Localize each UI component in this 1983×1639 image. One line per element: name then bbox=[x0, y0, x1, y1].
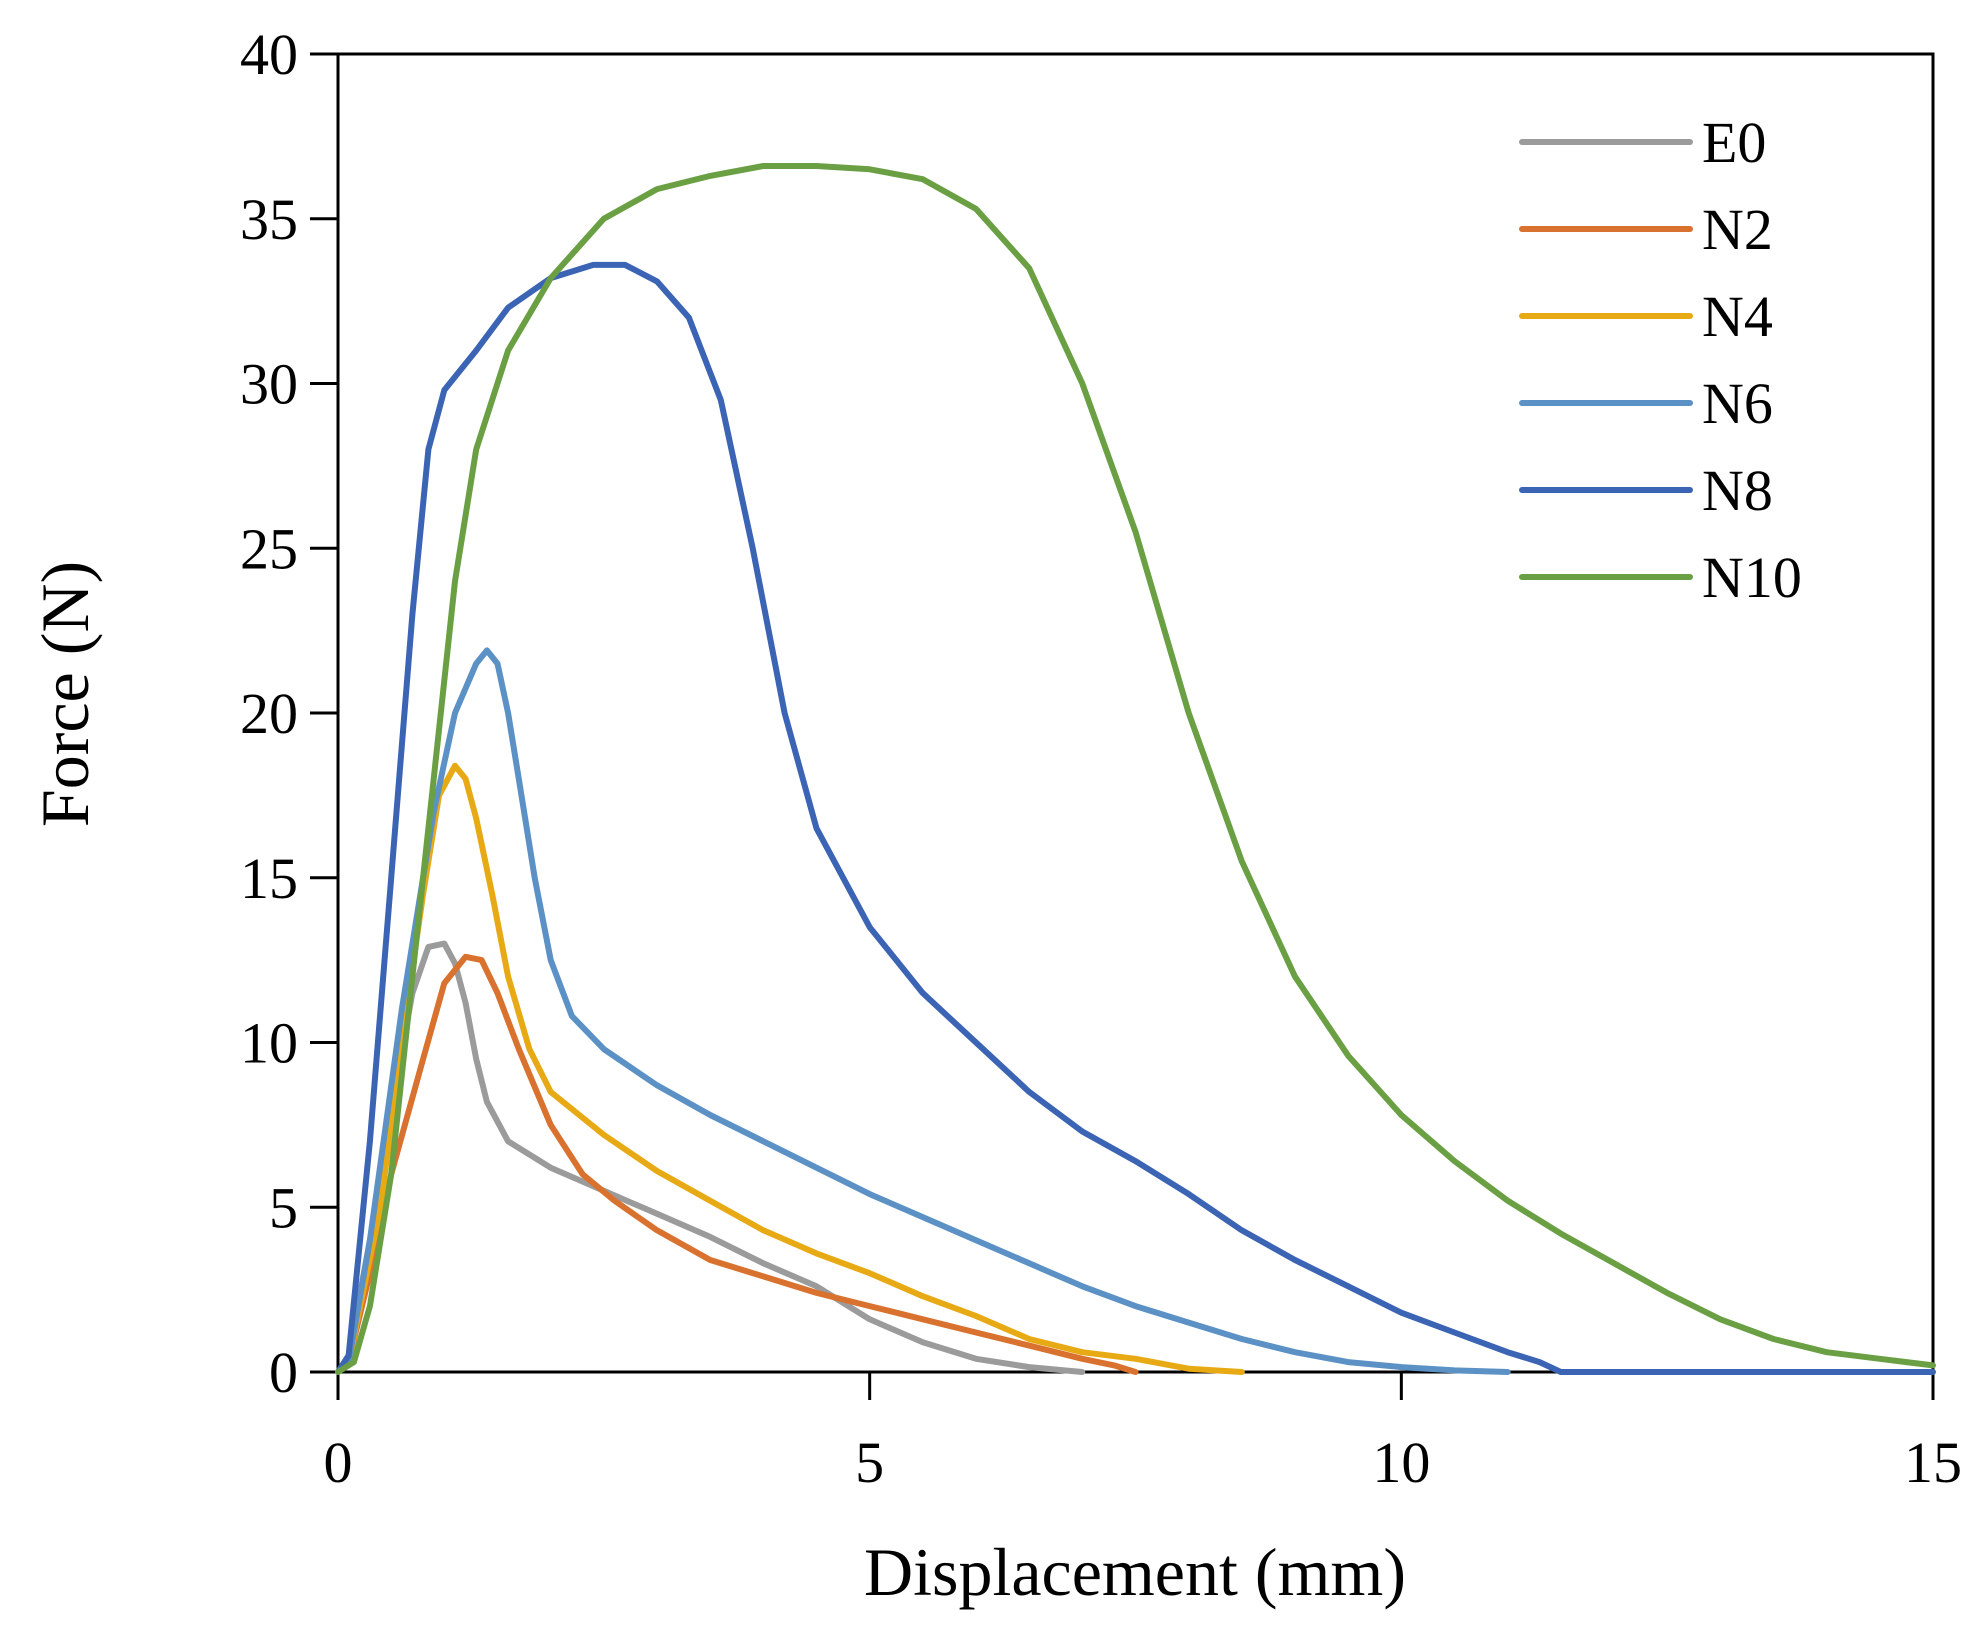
y-tick-label: 10 bbox=[240, 1011, 298, 1076]
y-tick-label: 5 bbox=[269, 1175, 298, 1240]
series-line-n8 bbox=[335, 261, 1936, 1375]
series-line-n6 bbox=[335, 647, 1511, 1375]
y-tick-label: 15 bbox=[240, 846, 298, 911]
y-tick-label: 40 bbox=[240, 22, 298, 87]
legend-label-n8: N8 bbox=[1702, 458, 1773, 523]
series-line-n10 bbox=[335, 163, 1936, 1375]
legend-label-n4: N4 bbox=[1702, 284, 1773, 349]
legend-label-e0: E0 bbox=[1702, 110, 1766, 175]
y-axis-title: Force (N) bbox=[27, 561, 103, 827]
x-tick-label: 15 bbox=[1904, 1430, 1962, 1495]
y-tick-label: 25 bbox=[240, 516, 298, 581]
y-tick-label: 30 bbox=[240, 352, 298, 417]
x-tick-label: 0 bbox=[324, 1430, 353, 1495]
legend-label-n10: N10 bbox=[1702, 545, 1802, 610]
series-line-n4 bbox=[335, 762, 1245, 1375]
x-axis-title: Displacement (mm) bbox=[864, 1534, 1406, 1610]
y-tick-label: 35 bbox=[240, 187, 298, 252]
y-tick-label: 0 bbox=[269, 1340, 298, 1405]
series-line-n2 bbox=[335, 953, 1139, 1375]
x-tick-label: 10 bbox=[1372, 1430, 1430, 1495]
y-tick-label: 20 bbox=[240, 681, 298, 746]
series-layer bbox=[335, 163, 1936, 1375]
legend: E0 N2 N4 N6 N8 N10 bbox=[1519, 110, 1802, 610]
x-tick-label: 5 bbox=[855, 1430, 884, 1495]
legend-label-n6: N6 bbox=[1702, 371, 1773, 436]
legend-label-n2: N2 bbox=[1702, 197, 1773, 262]
axes: 0 5 10 15 20 25 30 35 40 0 5 10 15 bbox=[240, 22, 1962, 1495]
series-line-e0 bbox=[335, 940, 1086, 1375]
